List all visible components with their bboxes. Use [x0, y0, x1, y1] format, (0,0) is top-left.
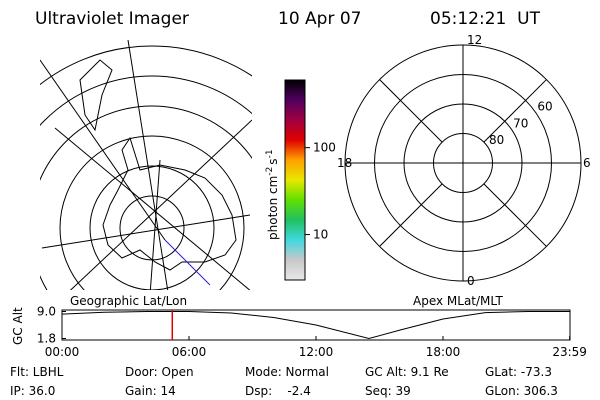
time: 05:12:21 UT: [430, 9, 541, 29]
x-tick-label: 00:00: [45, 345, 80, 359]
colorbar-unit: photon cm-2 s-1: [265, 149, 280, 240]
x-tick-label: 18:00: [426, 345, 461, 359]
map-latitude-circle: [40, 45, 252, 86]
mlt-spoke: [379, 79, 443, 143]
status-field: Dsp: -2.4: [245, 384, 311, 398]
mlt-label: 0: [467, 274, 475, 288]
map-latitude-circle: [89, 165, 215, 290]
y-tick-label: 9.0: [37, 305, 56, 319]
status-field: Mode: Normal: [245, 365, 329, 379]
colorbar-tick-label: 10: [313, 228, 328, 242]
colorbar-tick-label: 100: [313, 141, 336, 155]
date: 10 Apr 07: [278, 9, 361, 29]
mlt-label: 6: [583, 156, 591, 170]
status-field: GLat: -73.3: [485, 365, 552, 379]
unit-part: s: [266, 158, 280, 164]
colorbar-ramp: [284, 79, 306, 281]
map-meridian: [40, 59, 166, 241]
map-meridian: [54, 127, 251, 290]
latitude-label: 60: [537, 99, 552, 113]
map-meridian: [127, 40, 169, 290]
status-field: Door: Open: [125, 365, 194, 379]
mlt-spoke: [379, 183, 443, 247]
map-latitude-circle: [40, 75, 252, 127]
latitude-label: 70: [513, 116, 528, 130]
colorbar: 10 100: [284, 79, 336, 281]
mlt-label: 18: [337, 156, 352, 170]
x-tick-label: 12:00: [299, 345, 334, 359]
unit-part: -2: [265, 167, 275, 176]
status-field: Gain: 14: [125, 384, 176, 398]
map-meridian: [149, 159, 161, 290]
coastline: [79, 59, 237, 271]
track-axis-label: GC Alt: [11, 307, 25, 345]
status-field: Flt: LBHL: [10, 365, 64, 379]
altitude-track: 9.0 1.800:00 06:00 12:00 18:00 23:59: [37, 305, 587, 360]
mlt-spoke: [483, 79, 547, 143]
altitude-line: [61, 311, 570, 340]
status-field: GLon: 306.3: [485, 384, 558, 398]
map-label: Geographic Lat/Lon: [70, 294, 187, 308]
latitude-label: 80: [489, 133, 504, 147]
unit-part: photon cm: [266, 176, 280, 240]
mlt-label: 12: [467, 33, 482, 47]
footer: Flt: LBHL Door: Open Mode: Normal GC Alt: 9…: [10, 365, 558, 398]
map-latitude-circle: [40, 105, 252, 290]
y-tick-label: 1.8: [37, 332, 56, 346]
orbit-track: [164, 239, 211, 286]
mlt-spoke: [483, 183, 547, 247]
x-tick-label: 23:59: [552, 345, 587, 359]
map-meridian: [69, 119, 252, 290]
status-field: Seq: 39: [365, 384, 411, 398]
status-field: GC Alt: 9.1 Re: [365, 365, 449, 379]
map-meridian: [41, 214, 251, 249]
geographic-map: [40, 40, 252, 290]
x-tick-label: 06:00: [172, 345, 207, 359]
map-latitude-circle: [59, 135, 245, 290]
status-field: IP: 36.0: [10, 384, 55, 398]
polar-label: Apex MLat/MLT: [413, 294, 503, 308]
title: Ultraviolet Imager: [35, 9, 189, 29]
unit-part: -1: [265, 149, 275, 158]
